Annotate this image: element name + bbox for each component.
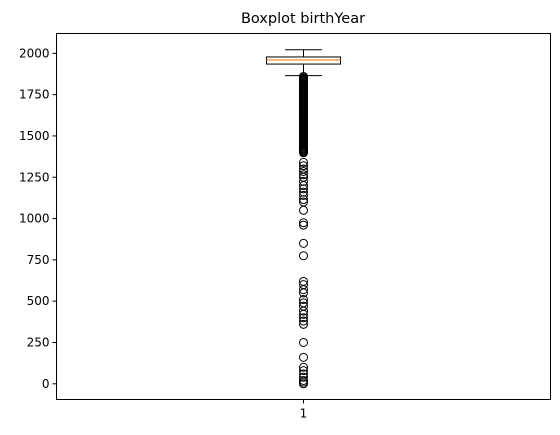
- outlier-point: [299, 288, 308, 298]
- y-tick-label: 1250: [19, 170, 50, 184]
- outlier-point: [299, 195, 308, 205]
- outlier-point: [299, 295, 308, 305]
- x-tick-label: 1: [300, 407, 308, 421]
- outlier-point: [299, 337, 308, 347]
- outlier-point: [299, 220, 308, 230]
- y-tick-label: 500: [27, 294, 50, 308]
- outlier-point: [299, 366, 308, 376]
- chart-title: Boxplot birthYear: [241, 11, 365, 27]
- outlier-point: [299, 161, 308, 171]
- outlier-point: [299, 166, 308, 176]
- y-tick-label: 0: [42, 377, 50, 391]
- outlier-point: [299, 190, 308, 200]
- outlier-point: [299, 372, 308, 382]
- outlier-point: [299, 176, 308, 186]
- outlier-point: [299, 352, 308, 362]
- y-tick-label: 1000: [19, 212, 50, 226]
- outlier-point: [299, 319, 308, 329]
- outlier-point: [299, 148, 308, 158]
- outlier-point: [299, 238, 308, 248]
- y-tick-label: 1750: [19, 88, 50, 102]
- x-axis: 1: [300, 399, 308, 421]
- outlier-point: [299, 184, 308, 194]
- y-tick-label: 2000: [19, 46, 50, 60]
- outlier-point: [299, 285, 308, 295]
- y-tick-label: 750: [27, 253, 50, 267]
- outlier-point: [299, 362, 308, 372]
- outlier-point: [299, 306, 308, 316]
- outlier-point: [299, 187, 308, 197]
- y-tick-label: 1500: [19, 129, 50, 143]
- outlier-point: [299, 205, 308, 215]
- outlier-point: [299, 218, 308, 228]
- y-axis: 0 250 500 750 1000 1250 1500 1750 2000: [19, 46, 57, 391]
- outlier-point: [299, 251, 308, 261]
- plot-area: [266, 49, 341, 389]
- outlier-point: [299, 170, 308, 180]
- y-tick-label: 250: [27, 335, 50, 349]
- outlier-point: [299, 313, 308, 323]
- outlier-point: [299, 181, 308, 191]
- outlier-point: [299, 157, 308, 167]
- outlier-point: [299, 309, 308, 319]
- outlier-point: [299, 379, 308, 389]
- outlier-point: [299, 316, 308, 326]
